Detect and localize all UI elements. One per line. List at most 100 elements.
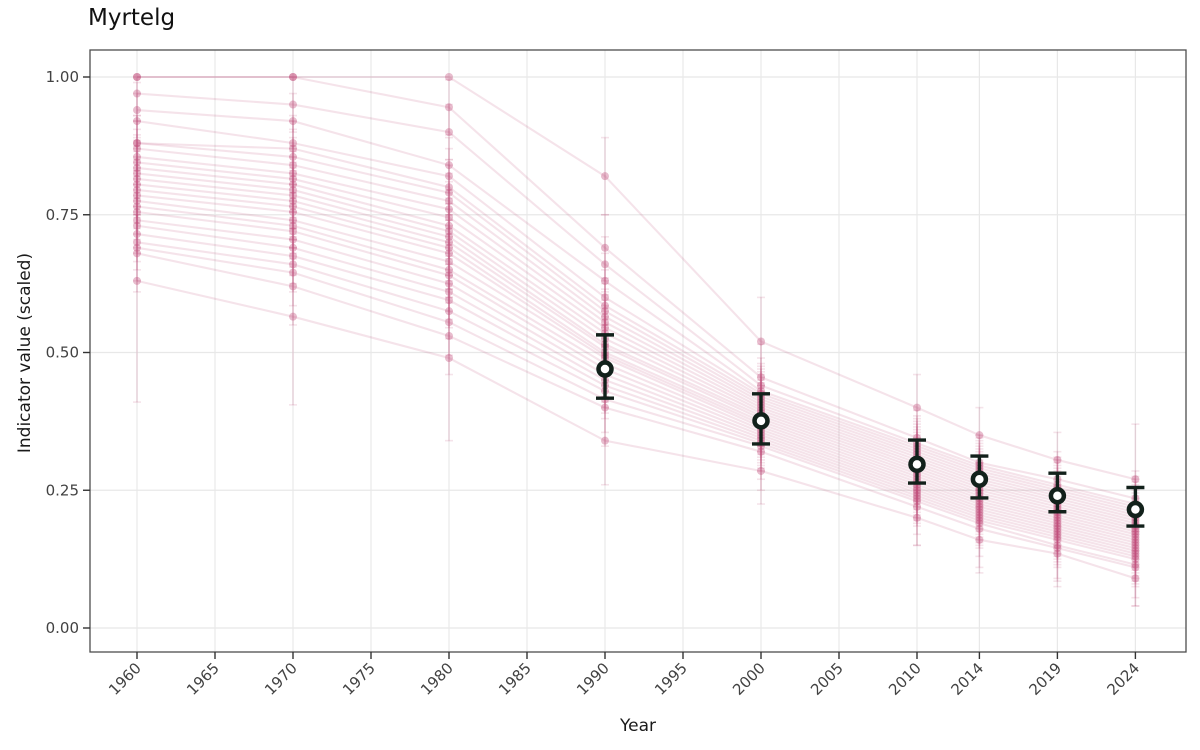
series-line [136, 142, 1136, 517]
series-point [445, 172, 453, 181]
series-point [1053, 544, 1062, 553]
series-point [289, 152, 297, 161]
series-point [913, 497, 921, 506]
series-point [1053, 541, 1062, 550]
series-point [133, 185, 141, 194]
series-point [133, 180, 141, 189]
series-point [913, 483, 921, 492]
series-point [975, 511, 984, 520]
x-tick-label: 2005 [807, 659, 847, 699]
series-point [1053, 524, 1062, 533]
series-point [445, 287, 453, 296]
series-point [289, 260, 297, 269]
x-tick-label: 1980 [417, 659, 457, 699]
series-point [757, 447, 765, 456]
series-point [133, 174, 141, 183]
series-point [133, 169, 141, 178]
series-point [133, 230, 141, 239]
series-line [136, 252, 1136, 569]
series-point [445, 331, 453, 340]
series-point [289, 161, 297, 170]
series-line [136, 219, 1136, 552]
series-point [445, 243, 453, 252]
series-point [757, 466, 765, 475]
series-point [975, 508, 984, 517]
series-point [601, 318, 609, 327]
series-point [1053, 522, 1062, 531]
series-point [445, 183, 453, 192]
series-point [133, 158, 141, 167]
series-point [289, 144, 297, 153]
series-point [445, 249, 453, 258]
series-point [133, 276, 141, 285]
series-point [1131, 560, 1140, 569]
series-point [445, 227, 453, 236]
series-point [289, 73, 297, 81]
series-line [137, 75, 1136, 500]
series-line [136, 147, 1136, 519]
x-tick-label: 1990 [573, 659, 613, 699]
x-tick-label: 2010 [885, 659, 925, 699]
x-tick-label: 1965 [183, 659, 223, 699]
series-point [601, 436, 609, 445]
series-point [445, 103, 453, 112]
axis-ticks [83, 76, 1137, 659]
mean-point [1126, 500, 1145, 519]
chart-title: Myrtelg [88, 5, 176, 31]
x-tick-label: 1970 [261, 659, 301, 699]
x-tick-label: 2014 [947, 659, 987, 699]
series-point [289, 216, 297, 225]
series-point [601, 312, 609, 321]
y-tick-label: 1.00 [46, 68, 79, 86]
series-point [289, 207, 297, 216]
series-point [1131, 546, 1140, 555]
x-tick-label: 2000 [729, 659, 769, 699]
series-line [136, 109, 1136, 508]
series-point [913, 491, 921, 500]
series-point [445, 128, 453, 137]
series-point [133, 249, 141, 258]
series-point [1131, 533, 1140, 542]
series-point [913, 489, 921, 498]
series-point [445, 271, 453, 280]
series-point [289, 227, 297, 236]
series-point [445, 354, 453, 363]
series-point [1131, 574, 1140, 583]
mean-series [596, 333, 1145, 528]
series-point [601, 260, 609, 269]
series-line [136, 92, 1136, 506]
series-point [133, 202, 141, 211]
series-point [1053, 455, 1062, 464]
series-point [975, 500, 984, 509]
series-point [133, 139, 141, 148]
series-point [445, 73, 453, 81]
x-tick-label: 1960 [105, 659, 145, 699]
series-point [289, 100, 297, 109]
series-point [1131, 549, 1140, 558]
series-point [133, 106, 141, 115]
series-point [133, 144, 141, 153]
series-point [133, 152, 141, 161]
series-point [975, 513, 984, 522]
series-point [1053, 549, 1062, 558]
series-point [133, 216, 141, 225]
series-point [1131, 530, 1140, 539]
y-tick-label: 0.00 [46, 619, 79, 637]
series-point [757, 373, 765, 382]
series-point [445, 213, 453, 222]
series-point [445, 232, 453, 241]
series-point [289, 252, 297, 261]
x-tick-label: 1985 [495, 659, 535, 699]
series-point [975, 524, 984, 533]
series-point [601, 403, 609, 412]
series-point [975, 535, 984, 544]
series-point [133, 238, 141, 247]
series-point [445, 238, 453, 247]
mean-point [970, 470, 989, 488]
series-point [601, 323, 609, 332]
series-point [601, 172, 609, 181]
series-line [136, 246, 1136, 566]
series-point [445, 196, 453, 205]
series-point [757, 337, 765, 346]
series-point [445, 307, 453, 316]
